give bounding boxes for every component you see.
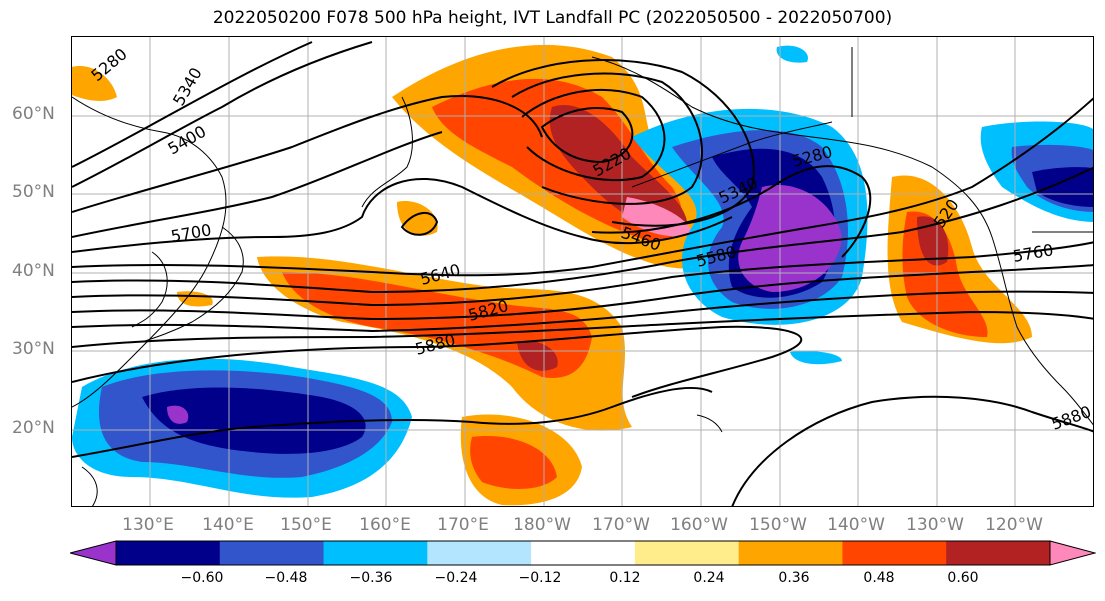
coastline-philippines — [81, 466, 98, 506]
ivt-positive-region — [470, 436, 557, 489]
colorbar — [70, 540, 1096, 566]
contour-line — [72, 241, 1093, 307]
ivt-negative-region — [1032, 167, 1093, 207]
height-contours — [72, 41, 1093, 506]
contour-line — [72, 325, 803, 398]
coastline-na-west — [931, 166, 1093, 426]
map-title: 2022050200 F078 500 hPa height, IVT Land… — [212, 8, 893, 28]
contour-line — [521, 88, 666, 182]
lon-label-150e: 150°E — [280, 515, 332, 535]
contour-label: 5400 — [165, 122, 210, 159]
contour-line — [72, 386, 713, 458]
colorbar-segment — [842, 541, 947, 565]
contour-line — [72, 290, 1093, 333]
colorbar-tick-label: −0.48 — [264, 570, 308, 586]
colorbar-tick-label: −0.60 — [180, 570, 224, 586]
coastline-asia — [72, 96, 227, 408]
colorbar-tick-label: 0.60 — [947, 570, 979, 586]
ivt-positive-region — [397, 201, 438, 236]
ivt-negative-region — [790, 351, 842, 365]
contour-line — [491, 59, 755, 227]
lat-label-60n: 60°N — [12, 104, 55, 124]
lat-label-50n: 50°N — [12, 182, 55, 202]
contour-line — [511, 72, 703, 205]
contour-label: 5760 — [1011, 240, 1054, 266]
colorbar-segment — [70, 541, 116, 565]
colorbar-segment — [531, 541, 636, 565]
colorbar-tick-label: 0.48 — [863, 570, 895, 586]
lon-label-180w: 180°W — [513, 515, 571, 535]
contour-line — [72, 41, 373, 188]
contour-line — [591, 165, 872, 258]
colorbar-tick-label: 0.12 — [609, 570, 641, 586]
ivt-negative-shading — [72, 45, 1093, 498]
colorbar-segment — [323, 541, 428, 565]
lon-label-170e: 170°E — [437, 515, 489, 535]
ivt-positive-region — [517, 341, 558, 371]
lon-label-150w: 150°W — [749, 515, 807, 535]
coastline-aleutians — [631, 121, 833, 188]
graticule — [72, 37, 1093, 506]
contour-line — [540, 106, 634, 164]
colorbar-tick-label: −0.12 — [518, 570, 562, 586]
colorbar-segment — [738, 541, 843, 565]
ivt-positive-region — [72, 66, 117, 101]
colorbar-segment — [219, 541, 325, 565]
lon-label-140w: 140°W — [827, 515, 885, 535]
contour-line — [72, 97, 1093, 277]
contour-label: 5280 — [87, 44, 130, 85]
contour-line — [400, 212, 439, 236]
contour-line — [731, 395, 1093, 506]
lon-label-160w: 160°W — [670, 515, 728, 535]
coastlines — [72, 47, 1093, 506]
ivt-negative-region — [142, 387, 366, 454]
colorbar-tick-label: −0.36 — [349, 570, 393, 586]
lat-label-40n: 40°N — [12, 261, 55, 281]
colorbar-tick-label: 0.36 — [778, 570, 810, 586]
lon-label-140e: 140°E — [202, 515, 254, 535]
map-panel[interactable]: 5280 5340 5400 5700 5220 5280 5340 5460 … — [71, 36, 1094, 507]
colorbar-tick-label: −0.24 — [434, 570, 478, 586]
ivt-negative-region — [776, 45, 808, 63]
lat-label-20n: 20°N — [12, 418, 55, 438]
colorbar-outline — [70, 540, 1096, 566]
colorbar-segment — [946, 541, 1051, 565]
ivt-positive-region — [549, 105, 688, 233]
lat-label-30n: 30°N — [12, 339, 55, 359]
coastline-korea — [131, 251, 168, 328]
contour-line — [72, 310, 1093, 348]
contour-line — [72, 178, 733, 253]
colorbar-tick-label: 0.24 — [693, 570, 725, 586]
coastline-alaska — [591, 56, 933, 168]
contour-line — [72, 131, 443, 238]
ivt-positive-region — [917, 216, 949, 266]
lon-label-160e: 160°E — [359, 515, 411, 535]
lon-label-130e: 130°E — [122, 515, 174, 535]
coastline-hawaii — [696, 414, 723, 433]
lon-label-170w: 170°W — [592, 515, 650, 535]
map-canvas: 5280 5340 5400 5700 5220 5280 5340 5460 … — [72, 37, 1093, 506]
lon-label-120w: 120°W — [985, 515, 1043, 535]
contour-label: 5340 — [169, 64, 206, 109]
lon-label-130w: 130°W — [906, 515, 964, 535]
colorbar-segment — [1050, 541, 1095, 565]
contour-label: 5700 — [169, 220, 212, 246]
contour-line — [72, 264, 1093, 321]
colorbar-segment — [116, 541, 221, 565]
colorbar-segment — [427, 541, 532, 565]
coastline-japan — [141, 226, 244, 343]
contour-line — [72, 95, 543, 213]
contour-line — [72, 41, 313, 168]
coastline-kamchatka — [361, 96, 413, 208]
colorbar-segment — [634, 541, 740, 565]
contour-line — [72, 166, 1093, 294]
ivt-negative-region — [167, 405, 189, 424]
